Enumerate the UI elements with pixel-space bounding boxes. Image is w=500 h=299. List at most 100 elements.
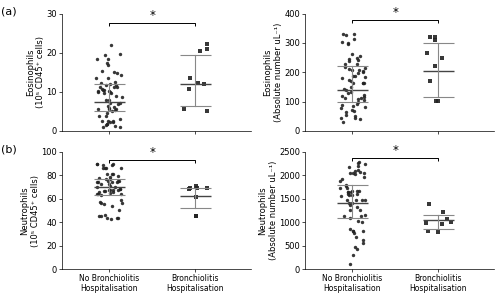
Point — [108, 163, 116, 167]
Point — [342, 87, 350, 92]
Point — [434, 229, 442, 234]
Point — [101, 213, 109, 217]
Point — [351, 74, 359, 78]
Point — [96, 200, 104, 205]
Point — [336, 185, 344, 190]
Point — [352, 234, 360, 239]
Point — [344, 190, 352, 195]
Point — [354, 164, 362, 169]
Point — [103, 216, 111, 221]
Point — [114, 173, 122, 178]
Point — [358, 220, 366, 225]
Point — [106, 90, 114, 95]
Point — [346, 227, 354, 232]
Point — [94, 179, 102, 184]
Point — [116, 186, 124, 191]
Point — [94, 90, 102, 95]
Point — [94, 89, 102, 93]
Point — [102, 172, 110, 176]
Point — [344, 185, 351, 190]
Point — [356, 208, 364, 213]
Point — [192, 194, 200, 199]
Point — [344, 56, 352, 61]
Point — [111, 123, 119, 128]
Point — [350, 73, 358, 78]
Point — [203, 186, 211, 191]
Point — [196, 49, 204, 54]
Point — [344, 41, 352, 45]
Point — [100, 87, 108, 92]
Point — [425, 201, 433, 206]
Point — [350, 31, 358, 36]
Point — [93, 57, 101, 62]
Point — [353, 205, 361, 209]
Point — [106, 106, 114, 111]
Point — [339, 32, 347, 37]
Point — [98, 69, 106, 74]
Point — [93, 162, 101, 167]
Point — [106, 97, 114, 102]
Point — [102, 52, 110, 57]
Point — [349, 229, 357, 234]
Point — [361, 74, 369, 79]
Point — [346, 58, 354, 63]
Point — [360, 175, 368, 179]
Point — [348, 192, 356, 197]
Point — [116, 51, 124, 56]
Point — [116, 125, 124, 129]
Point — [94, 214, 102, 219]
Point — [336, 106, 344, 111]
Point — [342, 109, 350, 114]
Point — [110, 79, 118, 84]
Point — [98, 118, 106, 123]
Point — [342, 33, 350, 37]
Point — [98, 201, 106, 205]
Point — [350, 109, 358, 113]
Point — [361, 162, 369, 167]
Point — [359, 81, 367, 86]
Point — [438, 55, 446, 60]
Point — [99, 166, 107, 171]
Point — [115, 179, 123, 183]
Point — [106, 120, 114, 125]
Point — [348, 200, 356, 205]
Point — [106, 176, 114, 181]
Point — [104, 62, 112, 67]
Point — [360, 237, 368, 242]
Point — [342, 182, 349, 187]
Point — [109, 118, 117, 123]
Point — [192, 214, 200, 219]
Point — [100, 124, 108, 129]
Point — [341, 96, 349, 101]
Point — [354, 71, 362, 76]
Point — [95, 113, 103, 118]
Point — [340, 214, 348, 219]
Point — [348, 51, 356, 56]
Point — [113, 85, 121, 90]
Point — [349, 104, 357, 109]
Point — [348, 79, 356, 84]
Point — [97, 192, 105, 197]
Point — [104, 60, 112, 65]
Point — [338, 103, 345, 107]
Point — [108, 180, 116, 185]
Point — [106, 188, 114, 193]
Point — [422, 220, 430, 225]
Point — [356, 96, 364, 100]
Point — [112, 70, 120, 75]
Point — [110, 119, 118, 124]
Point — [350, 231, 358, 235]
Point — [96, 85, 104, 89]
Point — [92, 76, 100, 81]
Point — [344, 189, 351, 194]
Point — [350, 170, 358, 175]
Point — [346, 89, 354, 94]
Point — [351, 245, 359, 249]
Point — [110, 85, 118, 90]
Point — [354, 246, 362, 251]
Point — [345, 193, 353, 197]
Point — [114, 101, 122, 106]
Point — [192, 213, 200, 218]
Point — [110, 104, 118, 109]
Point — [104, 122, 112, 126]
